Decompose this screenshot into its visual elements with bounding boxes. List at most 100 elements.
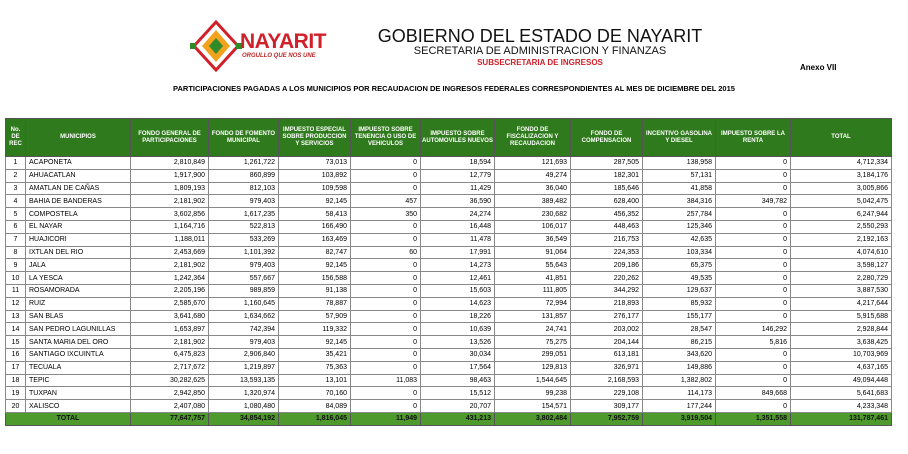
column-header: FONDO DE COMPENSACION (570, 118, 643, 157)
table-row: 13 SAN BLAS 3,641,680 1,634,662 57,909 0 18,22… (5, 309, 892, 324)
column-header: No. DE REC (5, 118, 26, 157)
cell: 2,192,163 (790, 232, 892, 247)
cell: 55,643 (494, 258, 571, 273)
annex: Anexo VII (800, 63, 837, 72)
table-row: 9 JALA 2,181,902 979,403 92,145 0 14,273 55,643… (5, 258, 892, 273)
cell: 58,413 (278, 207, 351, 221)
cell: HUAJICORI (25, 232, 131, 247)
cell: 6 (5, 219, 26, 234)
column-header: FONDO DE FOMENTO MUNICIPAL (208, 118, 279, 157)
cell: 448,463 (570, 219, 643, 234)
column-header: TOTAL (790, 118, 892, 157)
cell: 70,160 (278, 386, 351, 401)
total-cell: 11,949 (350, 411, 421, 426)
cell: 10 (5, 271, 26, 285)
cell: 10,703,969 (790, 347, 892, 362)
cell: 2,928,844 (790, 322, 892, 337)
cell: 92,145 (278, 335, 351, 349)
cell: 230,682 (494, 207, 571, 221)
cell: 2,181,902 (130, 194, 209, 209)
cell: 156,588 (278, 271, 351, 285)
cell: LA YESCA (25, 271, 131, 285)
cell: 849,668 (715, 386, 791, 401)
cell: 257,784 (642, 207, 716, 221)
cell: 384,316 (642, 194, 716, 209)
cell: 204,144 (570, 335, 643, 349)
cell: 1,320,974 (208, 386, 279, 401)
table-row: 20 XALISCO 2,407,080 1,080,480 84,089 0 20,707… (5, 399, 892, 413)
column-header: MUNICIPIOS (25, 118, 131, 157)
column-header: FONDO GENERAL DE PARTICIPACIONES (130, 118, 209, 157)
cell: 99,238 (494, 386, 571, 401)
cell: 456,352 (570, 207, 643, 221)
cell: 86,215 (642, 335, 716, 349)
cell: 3,641,680 (130, 309, 209, 324)
cell: 85,932 (642, 296, 716, 311)
cell: 742,394 (208, 322, 279, 337)
cell: 220,262 (570, 271, 643, 285)
total-cell: 3,802,484 (494, 411, 571, 426)
cell: 11,478 (420, 232, 495, 247)
cell: 75,363 (278, 360, 351, 375)
cell: TEPIC (25, 373, 131, 388)
cell: 49,094,448 (790, 373, 892, 388)
table-row: 6 EL NAYAR 1,164,716 522,813 166,490 0 16,448 1… (5, 219, 892, 234)
cell: 109,598 (278, 181, 351, 196)
cell: 149,886 (642, 360, 716, 375)
cell: 2,942,850 (130, 386, 209, 401)
cell: 18,594 (420, 156, 495, 170)
cell: 166,490 (278, 219, 351, 234)
cell: 2,168,593 (570, 373, 643, 388)
table-row: 16 SANTIAGO IXCUINTLA 6,475,823 2,906,840 35… (5, 347, 892, 362)
table-row: 17 TECUALA 2,717,672 1,219,897 75,363 0 17,564… (5, 360, 892, 375)
table-row: 3 AMATLAN DE CAÑAS 1,809,193 812,103 109,598… (5, 181, 892, 196)
cell: 209,186 (570, 258, 643, 273)
cell: 41,851 (494, 271, 571, 285)
cell: 0 (715, 219, 791, 234)
cell: 91,064 (494, 245, 571, 260)
cell: 36,590 (420, 194, 495, 209)
table-row: 7 HUAJICORI 1,188,011 533,269 163,469 0 11,478… (5, 232, 892, 247)
cell: 989,859 (208, 283, 279, 298)
cell: 11,083 (350, 373, 421, 388)
cell: ACAPONETA (25, 156, 131, 170)
cell: 0 (350, 181, 421, 196)
cell: 92,145 (278, 258, 351, 273)
cell: 0 (350, 271, 421, 285)
cell: 30,034 (420, 347, 495, 362)
cell: 203,002 (570, 322, 643, 337)
cell: 0 (350, 156, 421, 170)
cell: 2 (5, 168, 26, 183)
table-row: 10 LA YESCA 1,242,364 557,667 156,588 0 12,461… (5, 271, 892, 285)
table-row: 5 COMPOSTELA 3,602,856 1,617,235 58,413 350 24… (5, 207, 892, 221)
brand: NAYARIT (240, 30, 326, 53)
cell: 3,638,425 (790, 335, 892, 349)
cell: 14 (5, 322, 26, 337)
cell: 2,810,849 (130, 156, 209, 170)
cell: 16 (5, 347, 26, 362)
cell: 5 (5, 207, 26, 221)
header-row: No. DE REC MUNICIPIOS FONDO GENERAL DE PAR… (5, 118, 892, 157)
cell: 103,334 (642, 245, 716, 260)
total-cell: 3,919,504 (642, 411, 716, 426)
cell: 114,173 (642, 386, 716, 401)
cell: AMATLAN DE CAÑAS (25, 181, 131, 196)
cell: 2,906,840 (208, 347, 279, 362)
cell: 16,448 (420, 219, 495, 234)
cell: 1,101,392 (208, 245, 279, 260)
cell: 1,188,011 (130, 232, 209, 247)
cell: 91,138 (278, 283, 351, 298)
cell: 1,242,364 (130, 271, 209, 285)
total-cell: TOTAL (5, 411, 131, 426)
cell: TECUALA (25, 360, 131, 375)
cell: BAHIA DE BANDERAS (25, 194, 131, 209)
cell: 125,346 (642, 219, 716, 234)
cell: 979,403 (208, 258, 279, 273)
cell: 60 (350, 245, 421, 260)
cell: 0 (350, 360, 421, 375)
cell: 628,400 (570, 194, 643, 209)
cell: 349,782 (715, 194, 791, 209)
cell: 0 (715, 309, 791, 324)
cell: 1,080,480 (208, 399, 279, 413)
cell: 41,858 (642, 181, 716, 196)
